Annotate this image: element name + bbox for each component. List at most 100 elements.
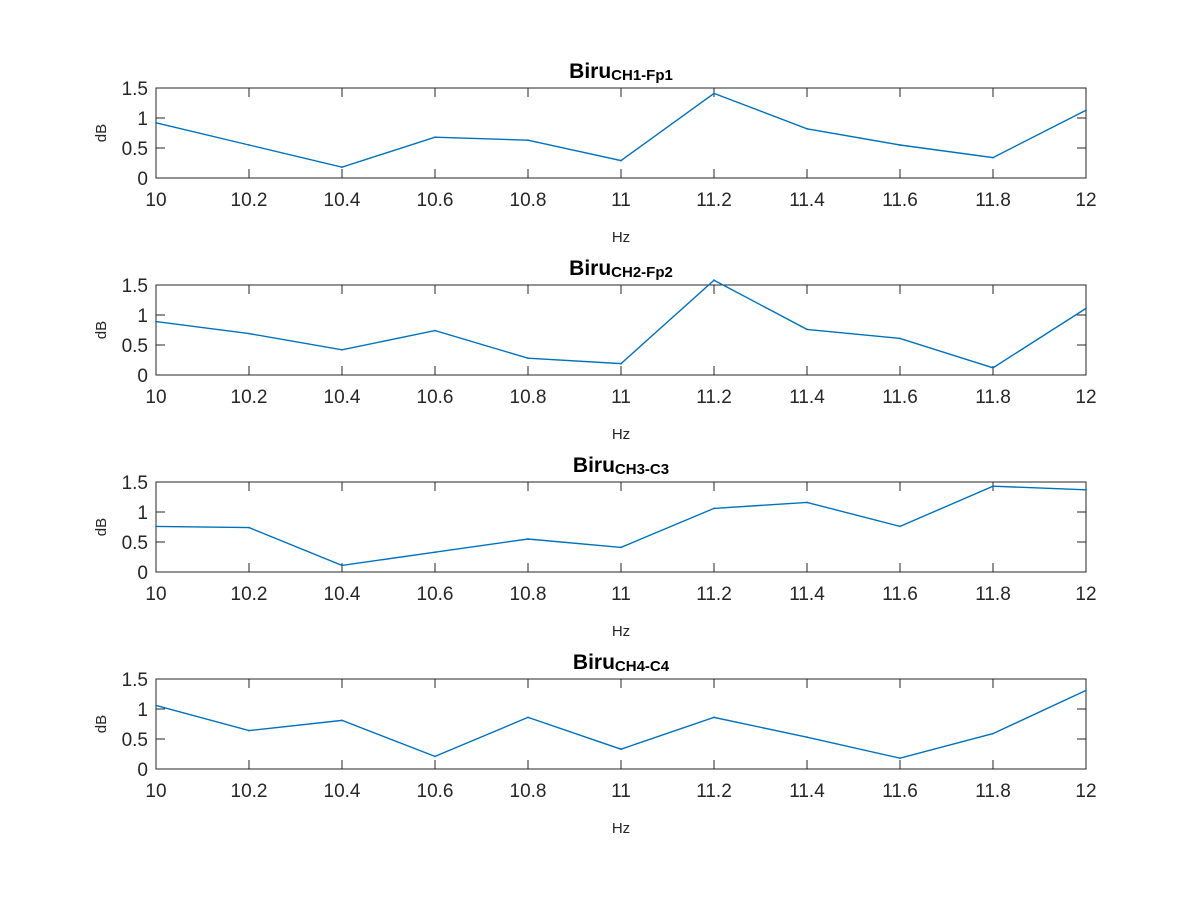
title-subscript: CH3-C3 xyxy=(615,461,669,478)
x-tick-label: 11 xyxy=(611,387,631,408)
data-point xyxy=(992,485,994,488)
x-tick-label: 12 xyxy=(1075,387,1096,408)
x-tick-label: 11.4 xyxy=(789,781,825,802)
x-tick-label: 10.2 xyxy=(231,190,268,211)
data-point xyxy=(713,716,715,719)
x-tick-label: 10.6 xyxy=(417,190,454,211)
data-point xyxy=(1085,307,1087,310)
x-tick-label: 10 xyxy=(145,584,166,605)
x-axis-label: Hz xyxy=(612,426,630,443)
data-point xyxy=(992,366,994,369)
y-tick-label: 0.5 xyxy=(122,139,148,160)
x-tick-label: 10.8 xyxy=(510,190,547,211)
data-point xyxy=(899,144,901,146)
x-tick-label: 10.6 xyxy=(417,781,454,802)
data-point xyxy=(155,525,157,528)
y-tick-label: 1 xyxy=(137,503,148,524)
x-tick-label: 11.6 xyxy=(882,781,918,802)
x-tick-label: 11 xyxy=(611,190,631,211)
data-point xyxy=(620,159,622,162)
x-tick-label: 11.2 xyxy=(696,584,732,605)
data-point xyxy=(1085,109,1087,112)
subplot-3: 10 10.2 10.4 10.6 10.8 11 11.2 11.4 11.6 11.8 12 0 0… xyxy=(93,454,1097,640)
x-tick-label: 12 xyxy=(1075,190,1096,211)
subplot-1: 10 10.2 10.4 10.6 10.8 11 11.2 11.4 11.6 11.8 12 0 0… xyxy=(93,60,1097,246)
y-tick-label: 0.5 xyxy=(122,336,148,357)
data-point xyxy=(434,136,436,139)
data-point xyxy=(620,748,622,751)
x-tick-label: 11.8 xyxy=(975,387,1011,408)
data-point xyxy=(806,127,808,130)
data-point xyxy=(527,538,529,540)
data-point xyxy=(248,526,250,529)
y-tick-label: 0 xyxy=(137,760,148,781)
x-axis-label: Hz xyxy=(612,820,630,837)
axes-box xyxy=(155,678,1087,770)
title-subscript: CH2-Fp2 xyxy=(611,264,673,281)
data-point xyxy=(155,121,157,124)
axes-box xyxy=(155,284,1087,376)
data-point xyxy=(341,564,343,567)
data-point xyxy=(248,144,250,146)
x-tick-label: 11.4 xyxy=(789,190,825,211)
x-tick-label: 11.4 xyxy=(789,387,825,408)
y-tick-label: 0.5 xyxy=(122,730,148,751)
title-main-text: Biru xyxy=(569,60,611,83)
y-axis-label: dB xyxy=(93,321,110,339)
y-axis-label: dB xyxy=(93,124,110,142)
x-tick-label: 10.8 xyxy=(510,387,547,408)
y-tick-label: 1 xyxy=(137,700,148,721)
x-tick-label: 10.2 xyxy=(231,387,268,408)
data-point xyxy=(992,732,994,735)
title-main-text: Biru xyxy=(573,651,615,674)
axes-box xyxy=(155,87,1087,179)
x-tick-label: 10 xyxy=(145,190,166,211)
x-tick-label: 11.8 xyxy=(975,190,1011,211)
data-point xyxy=(713,92,715,95)
x-tick-label: 11.2 xyxy=(696,387,732,408)
data-point xyxy=(806,501,808,504)
data-point xyxy=(155,704,157,707)
x-tick-label: 10.4 xyxy=(324,584,361,605)
y-tick-label: 1.5 xyxy=(122,276,148,297)
data-point xyxy=(899,757,901,760)
x-tick-label: 10.6 xyxy=(417,584,454,605)
x-tick-label: 10.2 xyxy=(231,781,268,802)
y-tick-label: 1.5 xyxy=(122,79,148,100)
y-tick-label: 1.5 xyxy=(122,670,148,691)
subplot-2: 10 10.2 10.4 10.6 10.8 11 11.2 11.4 11.6 11.8 12 0 0… xyxy=(93,257,1097,443)
y-tick-label: 1 xyxy=(137,109,148,130)
x-tick-label: 11.6 xyxy=(882,387,918,408)
data-point xyxy=(713,279,715,282)
subplot-4: 10 10.2 10.4 10.6 10.8 11 11.2 11.4 11.6 11.8 12 0 0… xyxy=(93,651,1097,837)
data-point xyxy=(806,736,808,739)
data-point xyxy=(434,755,436,758)
x-tick-label: 11.2 xyxy=(696,781,732,802)
x-tick-label: 11.4 xyxy=(789,584,825,605)
y-tick-label: 1.5 xyxy=(122,473,148,494)
data-point xyxy=(527,139,529,142)
data-point xyxy=(341,719,343,722)
y-tick-label: 0 xyxy=(137,169,148,190)
y-tick-label: 0.5 xyxy=(122,533,148,554)
subplot-title: BiruCH3-C3 xyxy=(573,454,669,478)
subplot-title: BiruCH4-C4 xyxy=(573,651,670,675)
title-subscript: CH4-C4 xyxy=(615,658,670,675)
x-tick-label: 11.2 xyxy=(696,190,732,211)
x-tick-label: 12 xyxy=(1075,781,1096,802)
x-tick-label: 12 xyxy=(1075,584,1096,605)
x-axis-label: Hz xyxy=(612,229,630,246)
x-tick-label: 10.8 xyxy=(510,584,547,605)
data-point xyxy=(155,320,157,323)
title-main-text: Biru xyxy=(573,454,615,477)
data-point xyxy=(434,551,436,554)
data-point xyxy=(899,337,901,340)
y-axis-label: dB xyxy=(93,518,110,536)
data-point xyxy=(620,362,622,365)
subplot-title: BiruCH2-Fp2 xyxy=(569,257,673,281)
subplot-title: BiruCH1-Fp1 xyxy=(569,60,673,84)
data-point xyxy=(899,525,901,528)
title-subscript: CH1-Fp1 xyxy=(611,67,673,84)
data-point xyxy=(527,716,529,719)
